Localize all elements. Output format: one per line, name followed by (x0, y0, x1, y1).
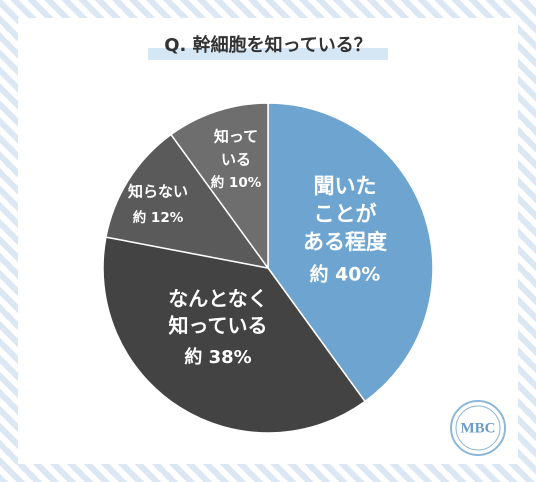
chart-title: Q. 幹細胞を知っている？ (164, 34, 372, 56)
logo-text: MBC (461, 420, 496, 436)
title-highlight (148, 48, 388, 60)
value-label: 約 40% (310, 263, 381, 286)
category-label: 知らない (128, 183, 188, 201)
logo: MBC (450, 400, 506, 456)
pie-slice (267, 102, 434, 403)
pie-slice (105, 133, 270, 270)
value-label: 約 10% (211, 174, 262, 191)
value-label: 約 38% (184, 346, 251, 368)
category-label: なんとなく (168, 287, 267, 311)
category-label: 聞いた (314, 174, 377, 198)
category-label: 知って (214, 128, 258, 146)
category-label: ことが (314, 202, 377, 226)
value-label: 約 12% (133, 209, 184, 226)
pie-slice (102, 236, 367, 434)
category-label: ある程度 (303, 230, 387, 254)
logo-ring (450, 400, 506, 456)
pie-slice (169, 102, 269, 271)
category-label: 知っている (169, 314, 268, 338)
category-label: いる (221, 151, 251, 169)
logo-inner (455, 405, 501, 451)
